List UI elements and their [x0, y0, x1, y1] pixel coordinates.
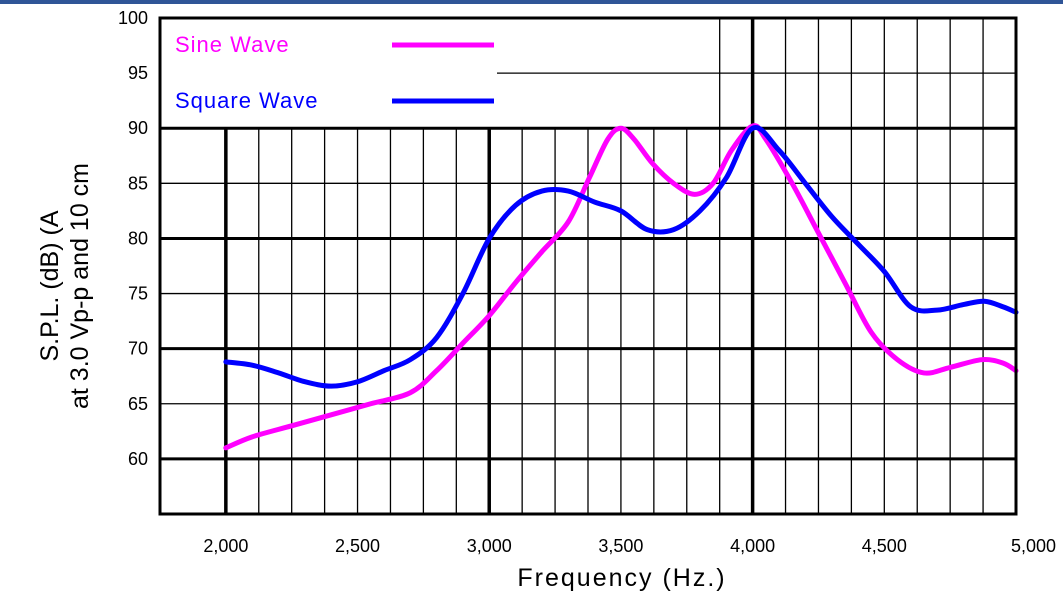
- y-tick-label: 100: [118, 8, 148, 28]
- y-tick-label: 60: [128, 449, 148, 469]
- x-tick-labels: 2,000 2,500 3,000 3,500 4,000 4,500 5,000: [203, 536, 1056, 556]
- y-tick-label: 80: [128, 228, 148, 248]
- y-axis-title-line-2: at 3.0 Vp-p and 10 cm: [66, 163, 94, 409]
- y-tick-label: 85: [128, 173, 148, 193]
- x-tick-label: 3,000: [467, 536, 512, 556]
- x-tick-label: 2,000: [203, 536, 248, 556]
- x-tick-label: 5,000: [1011, 536, 1056, 556]
- y-tick-label: 90: [128, 118, 148, 138]
- top-accent-bar: [0, 0, 1063, 4]
- plot-frame: [158, 16, 1018, 516]
- y-axis-title-line-1: S.P.L. (dB) (A: [36, 210, 64, 361]
- series-line-0: [223, 123, 1019, 451]
- x-tick-label: 2,500: [335, 536, 380, 556]
- y-tick-label: 70: [128, 339, 148, 359]
- x-tick-label: 4,500: [862, 536, 907, 556]
- y-tick-label: 95: [128, 63, 148, 83]
- series-lines: [223, 123, 1019, 451]
- y-tick-labels: 60 65 70 75 80 85 90 95 100: [118, 8, 148, 469]
- legend-label-1: Square Wave: [175, 88, 318, 113]
- legend-box: [162, 20, 497, 127]
- x-tick-label: 3,500: [598, 536, 643, 556]
- plot-border: [158, 16, 1018, 516]
- series-line-1: [223, 125, 1019, 389]
- y-tick-label: 65: [128, 394, 148, 414]
- legend-label-0: Sine Wave: [175, 32, 290, 57]
- grid: [160, 18, 1016, 514]
- x-axis-title: Frequency (Hz.): [517, 564, 726, 592]
- x-tick-label: 4,000: [730, 536, 775, 556]
- y-tick-label: 75: [128, 284, 148, 304]
- legend: Sine Wave Square Wave: [175, 32, 494, 113]
